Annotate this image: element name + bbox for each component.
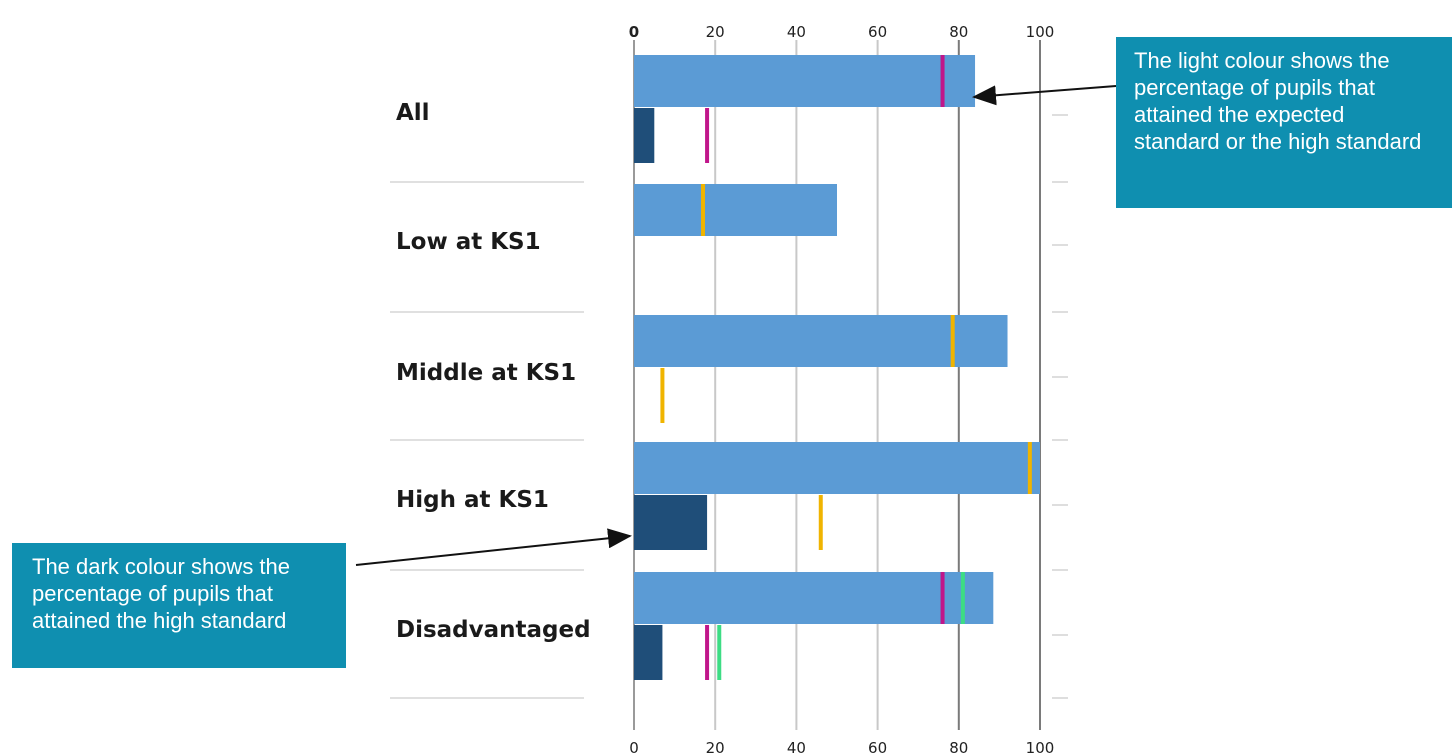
x-tick-label-top: 100 [1026, 23, 1055, 41]
bar-expected-or-high [634, 55, 976, 107]
bar-high-standard [634, 495, 708, 550]
light-callout-arrow [972, 85, 1117, 106]
category-label: High at KS1 [396, 487, 549, 513]
category-label: Disadvantaged [396, 617, 591, 643]
category-label: Middle at KS1 [396, 360, 576, 386]
bar-expected-or-high [634, 184, 837, 236]
bar-high-standard [634, 625, 663, 680]
light-colour-callout: The light colour shows the percentage of… [1116, 37, 1452, 208]
bar-high-standard [634, 108, 655, 163]
x-tick-label-bottom: 100 [1026, 739, 1055, 756]
x-tick-label-bottom: 60 [868, 739, 887, 756]
category-label: All [396, 100, 430, 126]
bar-expected-or-high [634, 442, 1040, 494]
x-tick-label-top: 40 [787, 23, 806, 41]
dark-colour-callout: The dark colour shows the percentage of … [12, 543, 346, 668]
x-tick-label-top: 80 [949, 23, 968, 41]
bar-expected-or-high [634, 572, 994, 624]
x-tick-label-top: 0 [629, 23, 639, 41]
x-tick-label-bottom: 0 [629, 739, 639, 756]
dark-callout-arrow [355, 528, 632, 566]
x-tick-label-bottom: 40 [787, 739, 806, 756]
category-label: Low at KS1 [396, 229, 541, 255]
bar-expected-or-high [634, 315, 1008, 367]
x-tick-label-top: 20 [706, 23, 725, 41]
x-tick-label-bottom: 80 [949, 739, 968, 756]
x-tick-label-top: 60 [868, 23, 887, 41]
x-tick-label-bottom: 20 [706, 739, 725, 756]
